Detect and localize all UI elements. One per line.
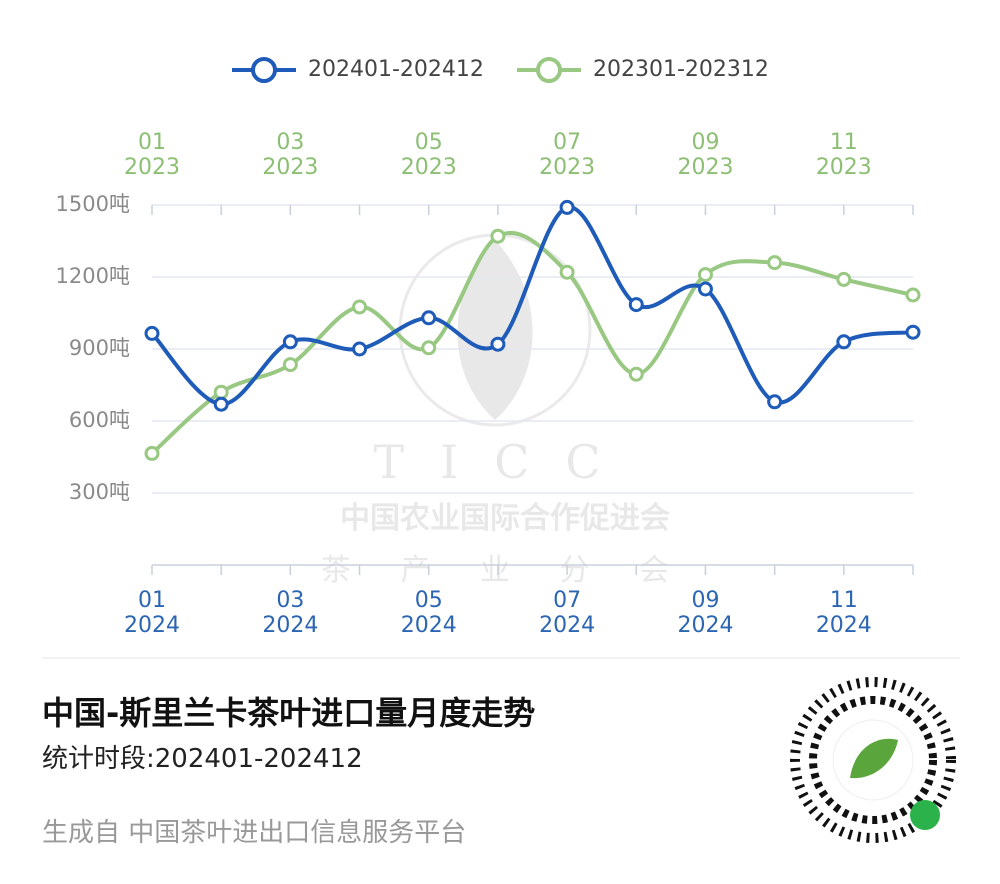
- qr-leaf: [850, 738, 898, 779]
- top-x-tick-label: 11 2023: [815, 130, 872, 180]
- watermark-line: 茶 产 业 分 会: [321, 553, 689, 588]
- qr-code: [790, 677, 956, 843]
- legend-label: 202301-202312: [593, 57, 769, 82]
- top-x-tick-label: 09 2023: [677, 130, 734, 180]
- top-x-tick-label: 07 2023: [539, 130, 596, 180]
- top-x-tick-label: 05 2023: [400, 130, 457, 180]
- data-point: [352, 299, 368, 315]
- y-tick-label: 900吨: [69, 336, 130, 360]
- x-tick-label: 05 2024: [400, 588, 457, 638]
- data-point: [559, 264, 575, 280]
- qr-ring: [809, 696, 937, 824]
- y-tick-label: 1500吨: [56, 192, 130, 216]
- x-tick-label: 09 2024: [677, 588, 734, 638]
- data-point: [905, 324, 921, 340]
- data-point: [213, 384, 229, 400]
- watermark-line: 中国农业国际合作促进会: [340, 501, 670, 536]
- data-point: [421, 310, 437, 326]
- y-tick-label: 600吨: [69, 408, 130, 432]
- watermark-leaf: [457, 240, 533, 420]
- top-x-tick-label: 01 2023: [124, 130, 180, 180]
- data-point: [282, 357, 298, 373]
- qr-badge: [910, 800, 940, 830]
- y-tick-label: 1200吨: [56, 264, 130, 288]
- data-point: [490, 228, 506, 244]
- data-point: [836, 334, 852, 350]
- x-tick-label: 03 2024: [262, 588, 319, 638]
- data-point: [144, 325, 160, 341]
- data-point: [213, 396, 229, 412]
- data-point: [282, 334, 298, 350]
- data-point: [559, 199, 575, 215]
- data-point: [352, 341, 368, 357]
- x-tick-label: 11 2024: [815, 588, 872, 638]
- data-point: [628, 297, 644, 313]
- data-point: [628, 366, 644, 382]
- data-point: [905, 287, 921, 303]
- x-tick-label: 01 2024: [124, 588, 180, 638]
- watermark-logo: TICC: [373, 435, 636, 489]
- legend-marker: [251, 57, 277, 83]
- top-x-tick-label: 03 2023: [262, 130, 319, 180]
- qr-ring: [790, 677, 956, 843]
- data-point: [836, 271, 852, 287]
- legend-label: 202401-202412: [308, 57, 484, 82]
- watermark: TICC 中国农业国际合作促进会 茶 产 业 分 会: [321, 233, 689, 588]
- data-point: [421, 340, 437, 356]
- data-point: [697, 267, 713, 283]
- title: 中国-斯里兰卡茶叶进口量月度走势: [42, 694, 536, 732]
- data-point: [490, 336, 506, 352]
- data-point: [697, 281, 713, 297]
- data-point: [144, 445, 160, 461]
- footer: 生成自 中国茶叶进出口信息服务平台: [42, 818, 467, 848]
- legend-marker: [536, 57, 562, 83]
- data-point: [767, 255, 783, 271]
- subtitle: 统计时段:202401-202412: [42, 744, 363, 774]
- data-point: [767, 394, 783, 410]
- y-tick-label: 300吨: [69, 480, 130, 504]
- x-tick-label: 07 2024: [539, 588, 596, 638]
